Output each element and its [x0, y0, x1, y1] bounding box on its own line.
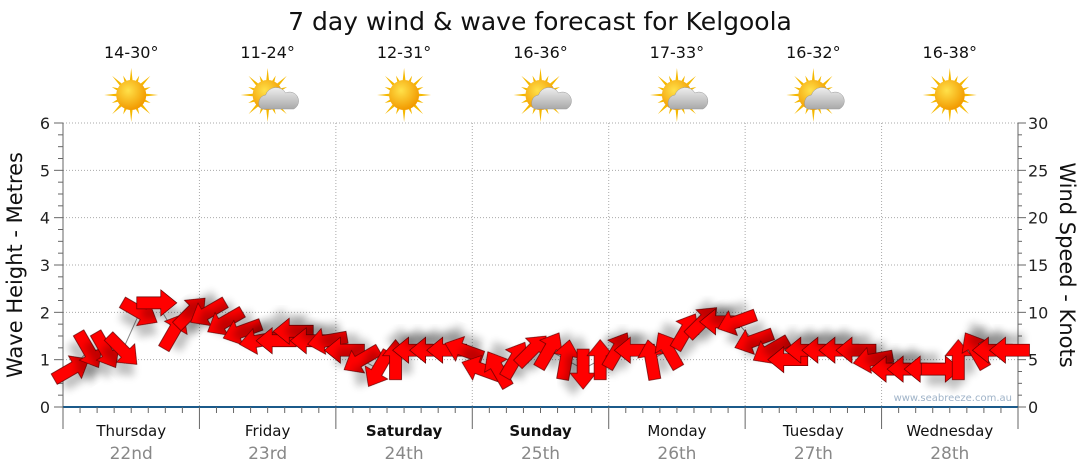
left-tick-label: 3: [40, 256, 50, 275]
wind-arrow: [852, 346, 895, 374]
partly-cloudy-icon: [649, 68, 709, 122]
left-tick-label: 5: [40, 161, 50, 180]
wind-arrow: [717, 308, 758, 336]
watermark: www.seabreeze.com.au: [894, 393, 1012, 404]
right-tick-label: 15: [1028, 256, 1048, 275]
right-tick-label: 30: [1028, 114, 1048, 133]
wind-arrow: [72, 329, 103, 369]
wind-arrow: [207, 306, 246, 336]
date-label: 24th: [385, 444, 424, 464]
wind-arrow: [654, 332, 685, 371]
wind-arrow: [569, 348, 597, 390]
sun-icon: [377, 68, 432, 122]
day-label: Tuesday: [782, 422, 844, 440]
wind-arrow: [484, 351, 514, 390]
wind-arrow: [343, 343, 383, 374]
wind-arrow: [586, 339, 614, 381]
day-temperature: 12-31°: [377, 43, 432, 62]
right-tick-label: 10: [1028, 303, 1048, 322]
wind-arrow: [222, 318, 264, 346]
wind-arrow: [190, 296, 229, 327]
date-label: 23rd: [248, 444, 287, 464]
day-label: Monday: [647, 422, 706, 440]
wind-arrow: [553, 339, 581, 381]
day-label: Sunday: [509, 422, 572, 440]
wind-arrow: [50, 355, 90, 385]
wind-arrow: [307, 327, 349, 355]
wind-arrow: [533, 332, 563, 371]
chart-title: 7 day wind & wave forecast for Kelgoola: [288, 7, 792, 36]
day-temperature: 16-38°: [923, 43, 978, 62]
date-label: 26th: [657, 444, 696, 464]
partly-cloudy-icon: [513, 68, 572, 122]
date-label: 22nd: [110, 444, 153, 464]
sun-icon: [104, 68, 159, 122]
date-label: 27th: [794, 444, 833, 464]
wind-arrow: [272, 317, 314, 346]
left-axis-label: Wave Height - Metres: [3, 152, 27, 378]
partly-cloudy-icon: [240, 68, 299, 122]
day-temperature: 14-30°: [104, 43, 159, 62]
right-tick-label: 20: [1028, 209, 1048, 228]
right-tick-label: 5: [1028, 351, 1038, 370]
right-tick-label: 0: [1028, 398, 1038, 417]
day-label: Wednesday: [906, 422, 993, 440]
left-tick-label: 2: [40, 303, 50, 322]
day-temperature: 16-32°: [786, 43, 841, 62]
day-temperature: 11-24°: [240, 43, 295, 62]
wind-arrow: [364, 348, 395, 387]
left-tick-label: 0: [40, 398, 50, 417]
left-tick-label: 4: [40, 209, 50, 228]
right-tick-label: 25: [1028, 161, 1048, 180]
right-axis-label: Wind Speed - Knots: [1055, 162, 1079, 367]
wind-arrow: [444, 336, 486, 364]
wind-arrow: [835, 336, 877, 364]
date-label: 28th: [930, 444, 969, 464]
day-label: Thursday: [95, 422, 166, 440]
left-tick-label: 6: [40, 114, 50, 133]
date-label: 25th: [521, 444, 560, 464]
sun-icon: [922, 68, 977, 122]
left-tick-label: 1: [40, 351, 50, 370]
wind-arrow: [323, 336, 365, 364]
wind-arrow: [734, 327, 775, 355]
day-temperature: 17-33°: [650, 43, 705, 62]
day-label: Saturday: [366, 422, 443, 440]
partly-cloudy-icon: [786, 68, 845, 122]
wind-arrow: [103, 331, 138, 365]
wind-arrow: [136, 289, 178, 317]
wind-arrow: [988, 336, 1030, 364]
day-temperature: 16-36°: [513, 43, 568, 62]
day-label: Friday: [245, 422, 291, 440]
